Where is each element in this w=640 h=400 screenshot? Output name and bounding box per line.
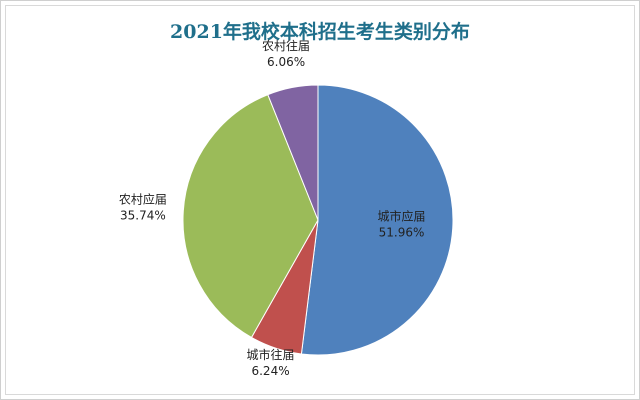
slice-category-label: 城市往届 — [247, 347, 295, 362]
pie-slice — [300, 84, 454, 356]
slice-category-label: 农村往届 — [262, 38, 310, 53]
pie-slice — [267, 84, 319, 221]
slice-value-label: 6.06% — [267, 55, 305, 69]
slice-value-label: 35.74% — [120, 209, 166, 223]
slice-value-label: 51.96% — [379, 226, 425, 240]
slice-value-label: 6.24% — [251, 364, 289, 378]
slice-category-label: 农村应届 — [119, 192, 167, 207]
plot-frame — [5, 5, 635, 395]
slice-category-label: 城市应届 — [378, 209, 426, 224]
pie-slice — [182, 94, 319, 339]
chart-title: 2021年我校本科招生考生类别分布 — [170, 20, 470, 43]
